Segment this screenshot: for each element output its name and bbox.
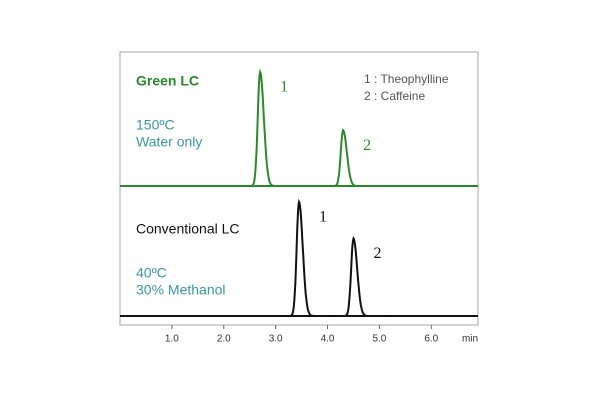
legend-entry: 1 : Theophylline [364,72,449,86]
x-tick-label: 3.0 [269,334,283,345]
x-axis-label: min [462,334,478,345]
x-tick-label: 4.0 [321,334,335,345]
legend-entry: 2 : Caffeine [364,89,425,103]
condition: Water only [136,134,202,150]
x-tick-label: 5.0 [372,334,386,345]
condition: 40ºC [136,265,167,281]
peak [335,236,385,317]
plot-frame [119,51,479,326]
series-name: Conventional LC [136,221,240,237]
peak [280,198,331,317]
condition: 150ºC [136,117,175,133]
condition: 30% Methanol [136,282,226,298]
peak-label: 2 [373,245,381,262]
x-tick-label: 2.0 [217,334,231,345]
peak [324,128,375,187]
x-tick-label: 6.0 [424,334,438,345]
peak-label: 1 [280,79,288,96]
series-name: Green LC [136,73,199,89]
peak [241,68,292,187]
x-tick-label: 1.0 [165,334,179,345]
peak-label: 2 [363,137,371,154]
peak-label: 1 [319,209,327,226]
